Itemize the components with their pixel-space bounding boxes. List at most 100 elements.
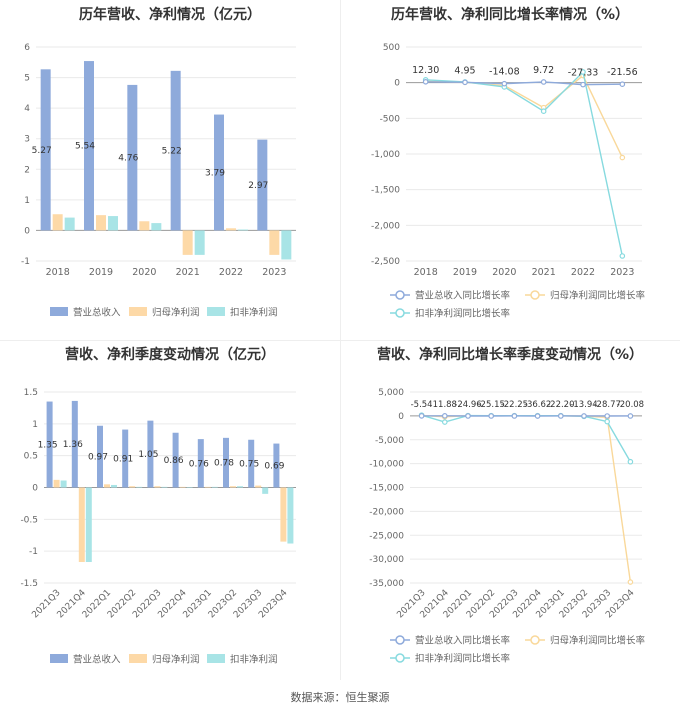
bar-deducted-net-profit [108, 216, 118, 231]
bar-parent-net-profit [204, 486, 211, 488]
y-tick-label: -30,000 [369, 555, 404, 565]
chart-svg: 1.510.50-0.5-1-1.51.352021Q31.362021Q40.… [20, 388, 296, 666]
line-value-label: 4.95 [454, 65, 475, 76]
bar-revenue [197, 439, 204, 488]
x-tick-label: 2018 [46, 267, 70, 278]
y-tick-label: 1 [24, 196, 30, 206]
legend-label: 营业总收入 [73, 307, 121, 319]
line-value-label: 12.30 [412, 65, 439, 76]
data-point [619, 154, 626, 161]
y-tick-label: -2,000 [371, 221, 400, 231]
legend-swatch [207, 307, 225, 316]
data-point [488, 413, 495, 419]
y-tick-label: -1,500 [371, 186, 400, 196]
data-point [619, 253, 626, 259]
legend-label: 扣非净利润 [230, 654, 278, 666]
y-tick-label: -2,500 [371, 257, 400, 267]
x-tick-label: 2023Q4 [257, 588, 290, 621]
legend-marker [395, 635, 405, 645]
legend-label: 归母净利润 [152, 307, 200, 319]
y-tick-label: 1.5 [24, 388, 38, 398]
y-tick-label: 5,000 [378, 388, 404, 398]
chart-title: 历年营收、净利同比增长率情况（%） [390, 7, 630, 23]
series-line-deducted-profit-growth [425, 70, 624, 257]
bar-revenue [40, 69, 51, 231]
y-tick-label: 500 [383, 43, 400, 53]
bar-revenue [223, 437, 229, 488]
bar-value-label: 4.76 [118, 154, 138, 164]
bar-parent-net-profit [96, 215, 106, 231]
line-value-label: -5.54 [411, 400, 433, 410]
data-point [627, 413, 634, 419]
data-point [418, 413, 425, 419]
chart-title: 历年营收、净利情况（亿元） [79, 7, 261, 23]
y-tick-label: -1.5 [20, 579, 38, 589]
line-value-label: 11.88 [433, 400, 457, 410]
data-point [465, 413, 471, 419]
data-point [558, 413, 564, 419]
bar-revenue [97, 425, 103, 488]
line-value-label: -13.94 [570, 400, 597, 410]
legend-marker [530, 290, 540, 300]
data-point [627, 579, 634, 585]
bar-parent-net-profit [139, 221, 150, 231]
line-value-label: -22.25 [501, 400, 528, 410]
bar-revenue [248, 439, 255, 488]
bar-parent-net-profit [230, 486, 236, 488]
bar-parent-net-profit [129, 486, 136, 488]
bar-deducted-net-profit [237, 486, 243, 488]
bar-parent-net-profit [226, 228, 236, 231]
data-point [540, 79, 547, 85]
bar-parent-net-profit [269, 230, 280, 255]
y-tick-label: 3 [24, 135, 30, 145]
legend-label: 扣非净利润同比增长率 [415, 308, 511, 320]
chart-title: 营收、净利同比增长率季度变动情况（%） [376, 347, 644, 363]
bar-revenue [46, 401, 53, 488]
legend-label: 归母净利润同比增长率 [550, 635, 646, 647]
y-tick-label: 6 [24, 43, 30, 53]
legend-label: 营业总收入 [73, 654, 121, 666]
data-point [442, 419, 448, 425]
series-line-parent-profit-growth [421, 414, 632, 583]
bar-deducted-net-profit [238, 229, 248, 231]
bar-value-label: 0.97 [88, 453, 108, 463]
bar-value-label: 0.69 [264, 462, 284, 472]
bar-deducted-net-profit [186, 487, 193, 488]
x-tick-label: 2023 [610, 267, 634, 278]
data-point [604, 418, 611, 425]
bar-value-label: 1.05 [138, 450, 158, 460]
bar-deducted-net-profit [60, 480, 67, 488]
line-value-label: -24.96 [454, 400, 481, 410]
chart-svg: 500 0 -500 -1,000 -1,500 -2,000 -2,500 12.30 4.9… [371, 43, 646, 320]
line-value-label: -36.62 [524, 400, 551, 410]
data-point [422, 78, 429, 85]
y-tick-label: -5,000 [375, 436, 404, 446]
x-tick-label: 2021 [532, 267, 556, 278]
data-point [540, 108, 547, 115]
bar-revenue [172, 432, 179, 488]
legend-swatch [129, 654, 147, 663]
bar-value-label: 5.54 [75, 142, 95, 152]
x-tick-label: 2023 [262, 267, 286, 278]
bar-deducted-net-profit [85, 487, 92, 562]
bar-value-label: 0.75 [239, 460, 259, 470]
y-tick-label: 0 [394, 79, 400, 89]
data-point [627, 458, 634, 465]
y-tick-label: -25,000 [369, 531, 404, 541]
y-tick-label: 2 [24, 165, 30, 175]
legend-swatch [207, 654, 225, 663]
bar-parent-net-profit [154, 486, 161, 488]
bar-parent-net-profit [53, 479, 60, 488]
bar-revenue [214, 114, 224, 231]
legend-label: 营业总收入同比增长率 [415, 290, 511, 302]
line-value-label: 9.72 [533, 65, 554, 76]
bar-deducted-net-profit [64, 217, 75, 231]
series-line-deducted-profit-growth [421, 414, 632, 463]
bar-deducted-net-profit [194, 230, 205, 255]
bar-value-label: 2.97 [248, 181, 268, 191]
x-tick-label: 2019 [453, 267, 477, 278]
data-source: 数据来源：恒生聚源 [290, 691, 390, 704]
bar-value-label: 5.22 [162, 147, 182, 157]
data-point [619, 81, 626, 88]
bar-parent-net-profit [280, 487, 287, 542]
